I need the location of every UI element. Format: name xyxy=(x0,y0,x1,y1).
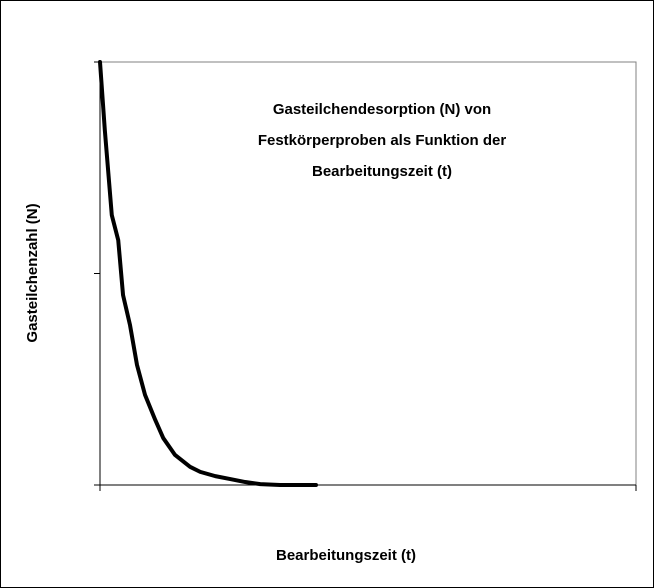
y-axis-label: Gasteilchenzahl (N) xyxy=(24,203,41,342)
chart-title: Bearbeitungszeit (t) xyxy=(312,163,452,180)
chart-title: Festkörperproben als Funktion der xyxy=(258,132,507,149)
x-axis-label: Bearbeitungszeit (t) xyxy=(276,547,416,564)
chart-title: Gasteilchendesorption (N) von xyxy=(273,101,491,118)
line-series xyxy=(98,60,319,487)
